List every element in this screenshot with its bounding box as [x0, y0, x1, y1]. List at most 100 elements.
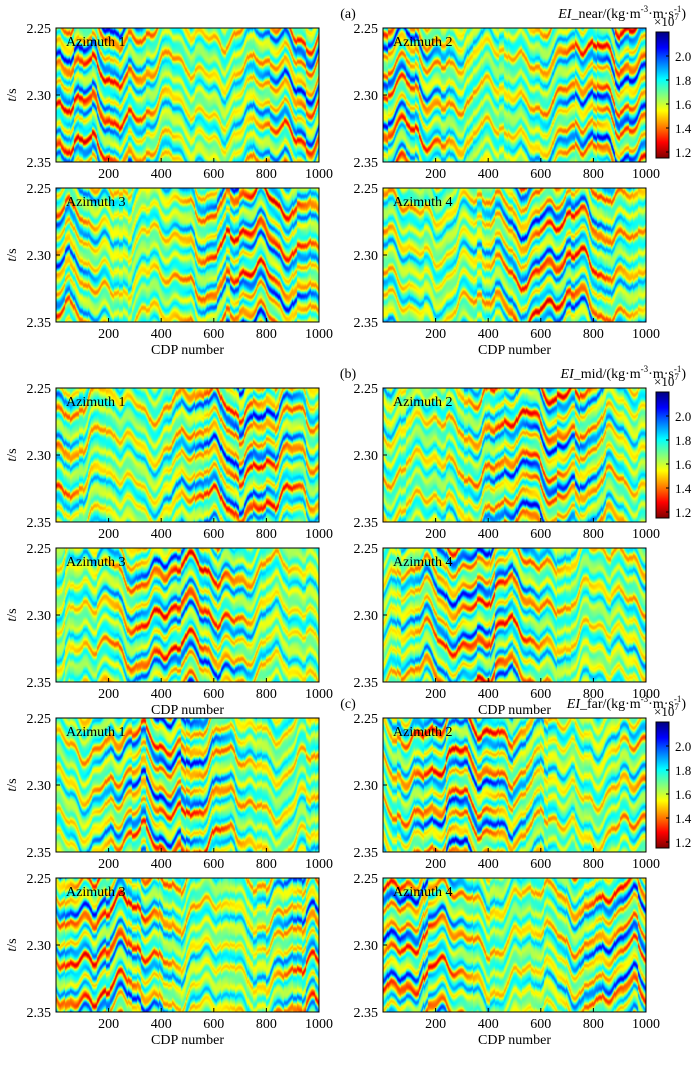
panel-title: Azimuth 1 [66, 35, 126, 50]
x-tick-label: 200 [98, 1017, 119, 1032]
heatmap-panel-2: Azimuth 2 2.25 2.30 2.35 200 400 600 800 1000 [354, 712, 661, 872]
panel-title: Azimuth 4 [393, 555, 453, 570]
x-tick-label: 800 [583, 327, 604, 342]
group-tag: (b) [340, 367, 357, 382]
y-tick-label: 2.35 [354, 676, 379, 691]
group-tag: (a) [340, 7, 356, 22]
x-tick-label: 1000 [632, 1017, 660, 1032]
colorbar-tick-label: 1.2 [675, 835, 691, 850]
x-tick-label: 800 [583, 1017, 604, 1032]
x-axis-label: CDP number [151, 1033, 224, 1048]
chart-group-1: (a) EI_near/(kg·m-3·m·s-1) Azimuth 1 2.25 2.… [27, 4, 692, 358]
x-tick-label: 1000 [305, 527, 333, 542]
x-tick-label: 800 [256, 167, 277, 182]
colorbar-tick-label: 1.4 [675, 811, 692, 826]
y-tick-label: 2.30 [27, 609, 52, 624]
y-tick-label: 2.30 [354, 609, 379, 624]
x-tick-label: 800 [256, 857, 277, 872]
x-tick-label: 400 [151, 527, 172, 542]
x-tick-label: 400 [151, 857, 172, 872]
x-tick-label: 200 [98, 167, 119, 182]
heatmap-panel-3: Azimuth 3 2.25 2.30 2.35 200 400 600 800 1000 CDP… [27, 872, 334, 1048]
x-tick-label: 200 [425, 1017, 446, 1032]
x-tick-label: 1000 [632, 167, 660, 182]
x-tick-label: 400 [478, 167, 499, 182]
y-tick-label: 2.35 [27, 316, 52, 331]
y-axis-label: t/s [5, 778, 20, 791]
chart-group-2: (b) EI_mid/(kg·m-3·m·s-1) Azimuth 1 2.25 2.3… [27, 364, 692, 718]
x-tick-label: 200 [98, 687, 119, 702]
y-tick-label: 2.30 [27, 779, 52, 794]
panel-title: Azimuth 4 [393, 195, 453, 210]
y-tick-label: 2.25 [27, 22, 52, 37]
colorbar: ×107 1.2 1.4 1.6 1.8 2.0 [654, 372, 692, 520]
heatmap-image [383, 188, 646, 322]
heatmap-panel-1: Azimuth 1 2.25 2.30 2.35 200 400 600 800 1000 [27, 22, 334, 182]
y-tick-label: 2.30 [27, 89, 52, 104]
y-axis-label: t/s [5, 248, 20, 261]
x-tick-label: 200 [425, 527, 446, 542]
group-tag: (c) [340, 697, 356, 712]
y-tick-label: 2.35 [354, 316, 379, 331]
chart-group-3: (c) EI_far/(kg·m-3·m·s-1) Azimuth 1 2.25 2.3… [27, 694, 692, 1048]
x-tick-label: 1000 [305, 1017, 333, 1032]
y-tick-label: 2.30 [354, 249, 379, 264]
x-tick-label: 200 [98, 857, 119, 872]
heatmap-panel-1: Azimuth 1 2.25 2.30 2.35 200 400 600 800 1000 [27, 382, 334, 542]
x-tick-label: 800 [583, 167, 604, 182]
x-tick-label: 600 [530, 327, 551, 342]
panel-title: Azimuth 4 [393, 885, 453, 900]
heatmap-image [56, 878, 319, 1012]
colorbar-tick-label: 2.0 [675, 49, 691, 64]
x-tick-label: 800 [256, 327, 277, 342]
heatmap-image [56, 28, 319, 162]
x-tick-label: 800 [583, 857, 604, 872]
colorbar-quantity-label: EI_far/(kg·m-3·m·s-1) [566, 694, 687, 712]
colorbar-tick-label: 1.4 [675, 481, 692, 496]
x-tick-label: 400 [151, 1017, 172, 1032]
colorbar-tick-label: 1.6 [675, 787, 692, 802]
y-tick-label: 2.35 [27, 156, 52, 171]
x-axis-label: CDP number [151, 343, 224, 358]
heatmap-panel-2: Azimuth 2 2.25 2.30 2.35 200 400 600 800 1000 [354, 382, 661, 542]
x-tick-label: 600 [530, 1017, 551, 1032]
heatmap-image [383, 718, 646, 852]
panel-title: Azimuth 1 [66, 725, 126, 740]
colorbar-quantity-label: EI_near/(kg·m-3·m·s-1) [557, 4, 686, 22]
x-tick-label: 600 [203, 857, 224, 872]
colorbar-tick-label: 2.0 [675, 739, 691, 754]
panel-title: Azimuth 2 [393, 725, 453, 740]
y-tick-label: 2.25 [354, 542, 379, 557]
heatmap-panel-2: Azimuth 2 2.25 2.30 2.35 200 400 600 800 1000 [354, 22, 661, 182]
y-tick-label: 2.25 [27, 182, 52, 197]
panel-title: Azimuth 1 [66, 395, 126, 410]
colorbar-tick-label: 1.4 [675, 121, 692, 136]
x-tick-label: 600 [203, 687, 224, 702]
y-tick-label: 2.35 [27, 846, 52, 861]
x-tick-label: 200 [98, 527, 119, 542]
y-tick-label: 2.25 [354, 712, 379, 727]
y-tick-label: 2.35 [27, 676, 52, 691]
x-tick-label: 1000 [305, 857, 333, 872]
x-tick-label: 800 [256, 687, 277, 702]
heatmap-image [56, 718, 319, 852]
x-tick-label: 1000 [632, 327, 660, 342]
x-tick-label: 600 [203, 1017, 224, 1032]
y-tick-label: 2.30 [27, 249, 52, 264]
x-tick-label: 200 [425, 167, 446, 182]
heatmap-image [383, 878, 646, 1012]
colorbar-tick-label: 1.8 [675, 763, 691, 778]
y-axis-label: t/s [5, 608, 20, 621]
y-tick-label: 2.25 [354, 382, 379, 397]
x-tick-label: 1000 [632, 527, 660, 542]
x-tick-label: 400 [478, 327, 499, 342]
colorbar-tick-label: 1.8 [675, 73, 691, 88]
colorbar: ×107 1.2 1.4 1.6 1.8 2.0 [654, 12, 692, 160]
y-tick-label: 2.25 [27, 712, 52, 727]
colorbar-tick-label: 1.8 [675, 433, 691, 448]
panel-title: Azimuth 2 [393, 395, 453, 410]
y-tick-label: 2.35 [27, 516, 52, 531]
y-tick-label: 2.25 [27, 542, 52, 557]
heatmap-panel-1: Azimuth 1 2.25 2.30 2.35 200 400 600 800 1000 [27, 712, 334, 872]
